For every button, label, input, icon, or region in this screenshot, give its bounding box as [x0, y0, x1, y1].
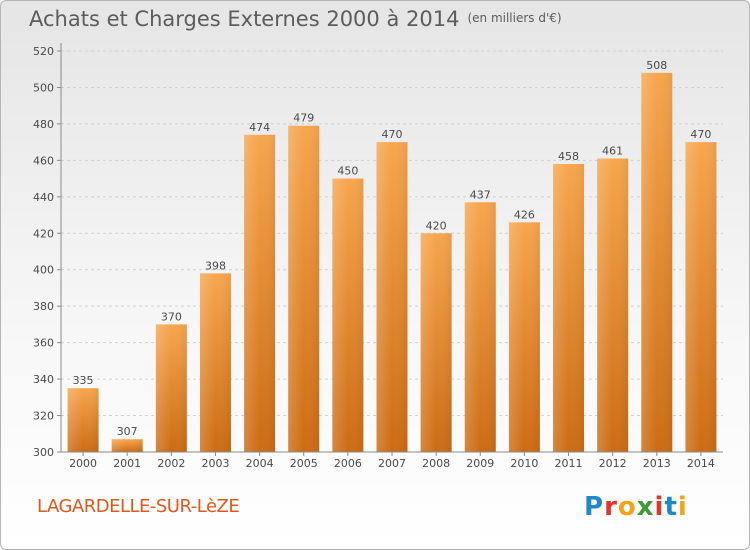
x-tick-label: 2001 [113, 457, 141, 470]
bar-value-label: 420 [426, 219, 447, 232]
y-tick-label: 400 [33, 264, 54, 277]
y-tick-label: 340 [33, 373, 54, 386]
x-tick-label: 2014 [687, 457, 715, 470]
y-tick-label: 440 [33, 191, 54, 204]
logo-letter: o [617, 492, 637, 522]
bars [67, 72, 717, 453]
y-tick-label: 420 [33, 227, 54, 240]
y-tick-label: 520 [33, 45, 54, 58]
bar-value-label: 470 [382, 128, 403, 141]
bar-value-label: 479 [293, 112, 314, 125]
bar-shine [155, 324, 187, 452]
bar-value-label: 508 [646, 59, 667, 72]
bar-shine [244, 134, 276, 452]
x-tick-label: 2009 [466, 457, 494, 470]
bar-value-label: 398 [205, 259, 226, 272]
y-tick-label: 500 [33, 81, 54, 94]
bar-shine [111, 439, 143, 452]
bar-value-label: 307 [117, 425, 138, 438]
x-tick-label: 2003 [201, 457, 229, 470]
logo-letter: P [584, 492, 605, 522]
y-tick-label: 480 [33, 118, 54, 131]
x-tick-label: 2012 [599, 457, 627, 470]
logo-letter: i [677, 492, 688, 522]
x-tick-label: 2000 [69, 457, 97, 470]
x-tick-label: 2013 [643, 457, 671, 470]
bar-value-label: 470 [690, 128, 711, 141]
x-tick-label: 2008 [422, 457, 450, 470]
bar-shine [288, 125, 320, 453]
axes: 300 320 340 360 380 400 420 440 460 480 500 520 2000… [33, 43, 723, 470]
bar-value-label: 335 [73, 374, 94, 387]
logo-letter: r [604, 492, 618, 522]
bar-value-label: 370 [161, 310, 182, 323]
logo-letter: x [636, 492, 655, 522]
chart-subtitle: (en milliers d'€) [467, 11, 562, 25]
x-tick-label: 2007 [378, 457, 406, 470]
bar-shine [420, 233, 452, 452]
title-text: Achats et Charges Externes 2000 à 2014 [29, 7, 460, 31]
bar-value-label: 474 [249, 121, 270, 134]
chart-title: Achats et Charges Externes 2000 à 2014 (e… [29, 7, 562, 31]
bar-value-label: 437 [470, 188, 491, 201]
x-tick-label: 2006 [334, 457, 362, 470]
bar-shine [597, 158, 629, 453]
bar-shine [553, 164, 585, 452]
y-tick-label: 300 [33, 446, 54, 459]
logo-letter: t [664, 492, 678, 522]
bar-shine [332, 178, 364, 452]
y-tick-label: 380 [33, 300, 54, 313]
x-tick-label: 2004 [246, 457, 274, 470]
data-labels: 335 307 370 398 474 479 450 470 420 437 426 458 461 5… [73, 59, 712, 438]
bar-shine [508, 222, 540, 452]
x-tick-label: 2010 [510, 457, 538, 470]
logo-letter: i [654, 492, 665, 522]
bar-value-label: 450 [337, 165, 358, 178]
commune-name: LAGARDELLE-SUR-LèZE [37, 496, 240, 517]
bar-value-label: 458 [558, 150, 579, 163]
x-tick-label: 2011 [555, 457, 583, 470]
x-tick-label: 2005 [290, 457, 318, 470]
bar-shine [641, 72, 673, 452]
proxiti-logo[interactable]: Proxiti [584, 492, 688, 522]
y-tick-label: 360 [33, 337, 54, 350]
bar-value-label: 426 [514, 208, 535, 221]
y-tick-label: 320 [33, 410, 54, 423]
x-tick-label: 2002 [157, 457, 185, 470]
bar-value-label: 461 [602, 145, 623, 158]
bar-shine [376, 142, 408, 453]
bar-shine [199, 273, 231, 452]
bar-shine [464, 202, 496, 452]
y-tick-label: 460 [33, 154, 54, 167]
bar-shine [67, 388, 99, 452]
bar-shine [685, 142, 717, 453]
